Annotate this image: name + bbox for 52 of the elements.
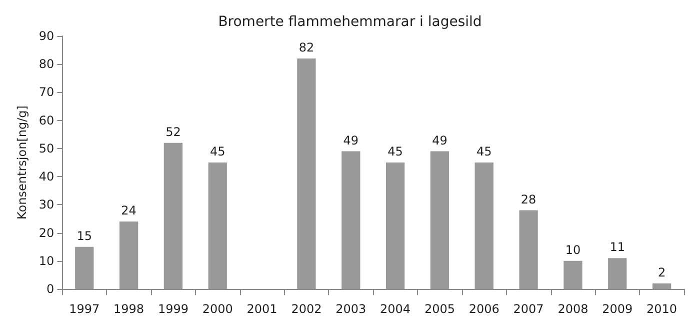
x-tick-label: 2000 [202,302,233,316]
x-tick-label: 2006 [468,302,500,316]
bar [164,142,183,289]
y-tick-label: 50 [38,141,54,156]
data-label: 24 [121,204,136,218]
bar [342,151,360,289]
y-axis-title: Konsentrsjon[ng/g] [15,106,29,220]
y-tick-label: 80 [38,57,54,72]
bar [430,151,450,289]
data-label: 82 [298,40,314,54]
data-label: 28 [520,192,536,206]
data-label: 11 [610,240,626,254]
y-tick-label: 90 [38,29,54,43]
bar [119,222,138,289]
x-tick-label: 2005 [424,302,455,316]
data-label: 49 [343,133,359,148]
bar [519,210,538,289]
data-label: 45 [476,144,492,158]
y-tick-label: 20 [38,226,54,240]
y-tick-label: 0 [46,282,54,296]
bar [608,258,627,289]
x-tick-label: 2003 [336,302,366,316]
x-tick-label: 2010 [646,302,678,316]
bar [386,162,405,289]
x-tick-label: 1999 [158,302,188,316]
y-tick-label: 40 [38,170,54,184]
x-tick-label: 2002 [291,302,322,316]
chart-title: Bromerte flammehemmarar i lagesild [218,14,482,30]
bar [208,162,227,289]
y-tick-label: 70 [38,85,54,100]
x-tick-label: 1997 [69,302,100,316]
x-tick-label: 1998 [114,302,144,316]
y-tick-label: 30 [38,198,54,212]
data-label: 15 [76,228,92,243]
data-label: 2 [658,265,666,280]
data-label: 10 [565,242,581,257]
data-label: 52 [166,124,181,139]
data-label: 49 [432,133,448,148]
bar [297,58,316,289]
y-tick-label: 10 [38,254,54,268]
x-tick-label: 2009 [602,302,633,316]
x-tick-label: 2004 [380,302,411,316]
bar [564,260,582,289]
data-label: 45 [210,144,226,158]
x-tick-label: 2007 [513,302,544,316]
y-tick-label: 60 [38,113,54,128]
data-label: 45 [388,144,403,158]
x-tick-label: 2001 [246,302,278,316]
bar [652,283,672,289]
x-tick-label: 2008 [558,302,588,316]
bar [474,162,494,289]
bar [75,246,94,289]
